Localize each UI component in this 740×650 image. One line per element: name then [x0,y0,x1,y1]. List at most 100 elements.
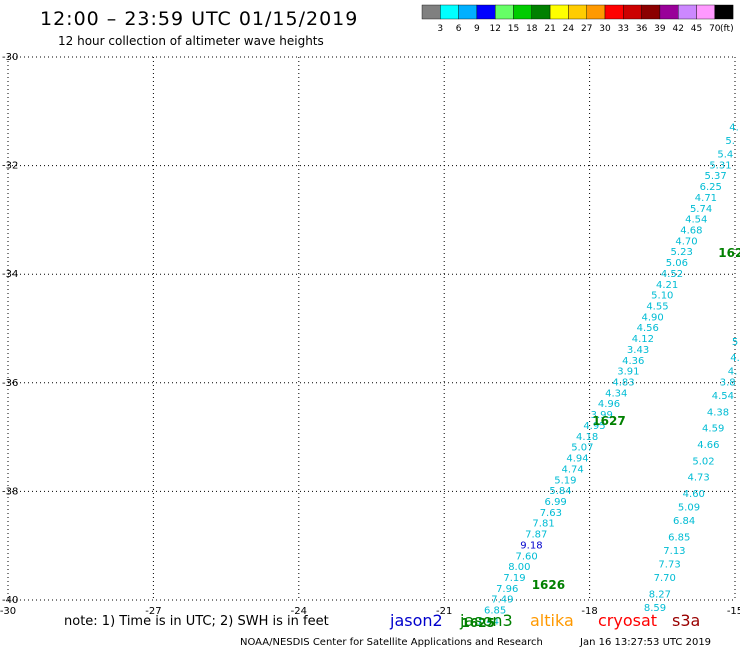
data-points: 4.5.5.45.315.376.254.715.744.544.684.705… [477,122,740,627]
wave-height-point: 4.18 [576,432,598,443]
wave-height-point: 7.19 [503,573,525,584]
scale-swatch [513,4,532,20]
wave-height-point: 4. [729,122,739,133]
scale-label: 70 [709,24,721,34]
wave-height-point: 4.96 [598,399,620,410]
scale-label: 30 [599,24,611,34]
scale-swatch [421,4,441,20]
wave-height-point: 3.8 [720,378,736,389]
wave-height-point: 4. [728,367,738,378]
wave-height-point: 6.85 [668,532,690,543]
scale-swatch [531,4,551,20]
time-labels: 1628 1627 1626 1625 [461,246,740,630]
wave-height-point: 4.68 [680,225,702,236]
scale-swatch [476,4,496,20]
y-tick-label: -36 [2,378,18,389]
wave-height-point: 5.02 [692,456,714,467]
wave-height-point: 4.59 [702,424,724,435]
wave-height-point: 4.56 [637,323,659,334]
wave-height-point: 4.90 [641,312,663,323]
y-tick-label: -38 [2,486,18,497]
y-tick-label: -40 [2,595,18,606]
grid-lines [7,56,736,601]
wave-height-point: 4.36 [622,356,644,367]
wave-height-point: 4.71 [695,193,717,204]
scale-swatch [458,4,478,20]
wave-height-point: 4.52 [661,269,683,280]
wave-height-point: 5.74 [690,204,712,215]
footer-timestamp: Jan 16 13:27:53 UTC 2019 [579,637,711,648]
wave-height-point: 6.25 [700,182,722,193]
time-label: 1625 [461,616,494,630]
scale-swatch [568,4,587,20]
scale-label: 12 [489,24,500,34]
wave-height-point: 4.54 [685,215,707,226]
scale-swatch [604,4,624,20]
scale-label: 24 [563,24,575,34]
scale-label: 27 [581,24,592,34]
color-scale: 3 6 9 12 15 18 21 24 27 30 33 36 39 42 45 70 (ft) [421,4,734,34]
wave-height-point: 5. [725,136,735,147]
wave-height-point: 3.91 [617,367,639,378]
wave-height-point: 7.70 [654,573,676,584]
scale-swatch [659,4,679,20]
wave-height-point: 5.09 [678,502,700,513]
wave-height-point: 7.44 [477,616,499,627]
wave-height-point: 7.73 [658,559,680,570]
scale-label: 18 [526,24,538,34]
wave-height-point: 8.59 [644,603,666,614]
scale-label: 6 [456,24,462,34]
scale-label: 39 [654,24,666,34]
time-label: 1627 [592,414,625,428]
wave-height-point: 4.73 [688,473,710,484]
wave-height-point: 5.19 [554,475,576,486]
time-label: 1626 [532,578,565,592]
chart-title: 12:00 – 23:59 UTC 01/15/2019 [40,8,358,30]
legend-jason3: jason3 [459,611,513,630]
satellite-legend: jason2 jason3 altika cryosat s3a [389,611,700,630]
scale-label: 33 [618,24,629,34]
wave-height-point: 5.37 [704,171,726,182]
scale-swatch [678,4,697,20]
wave-height-point: 4.95 [583,421,605,432]
scale-label: 45 [691,24,702,34]
scale-swatch [623,4,642,20]
wave-height-point: 4.12 [632,334,654,345]
wave-height-point: 4.70 [675,236,697,247]
scale-label: 9 [474,24,480,34]
wave-height-point: 4. [730,353,740,364]
wave-height-point: 7.49 [491,595,513,606]
scale-swatch [696,4,715,20]
wave-height-point: 7.96 [496,584,518,595]
wave-height-point: 4.83 [612,378,634,389]
wave-height-point: 5.10 [651,291,673,302]
scale-swatch [440,4,459,20]
wave-height-point: 5.23 [671,247,693,258]
scale-label: 36 [636,24,648,34]
chart-subtitle: 12 hour collection of altimeter wave hei… [58,34,324,48]
footer-credit: NOAA/NESDIS Center for Satellite Applica… [240,637,543,648]
scale-label: 3 [437,24,443,34]
wave-height-point: 5.07 [571,443,593,454]
legend-altika: altika [530,611,574,630]
axis-ticks: -30 -27 -24 -21 -18 -15 -30 -32 -34 -36 -38 -40 [0,52,740,617]
x-tick-label: -24 [291,606,307,617]
legend-jason2: jason2 [389,611,443,630]
y-tick-label: -34 [2,269,18,280]
wave-height-point: 9.18 [520,540,542,551]
wave-height-point: 7.87 [525,530,547,541]
x-tick-label: -30 [0,606,16,617]
wave-height-point: 4.94 [566,454,588,465]
footer-note: note: 1) Time is in UTC; 2) SWH is in fe… [64,614,329,629]
scale-swatch [549,4,569,20]
scale-unit: (ft) [720,24,734,34]
legend-cryosat: cryosat [598,611,657,630]
wave-height-point: 6.84 [673,516,695,527]
wave-height-point: 5.31 [709,160,731,171]
x-tick-label: -21 [436,606,452,617]
y-tick-label: -32 [2,161,18,172]
wave-height-point: 7.13 [663,546,685,557]
wave-height-point: 8.00 [508,562,530,573]
wave-height-point: 4.21 [656,280,678,291]
legend-s3a: s3a [672,611,700,630]
